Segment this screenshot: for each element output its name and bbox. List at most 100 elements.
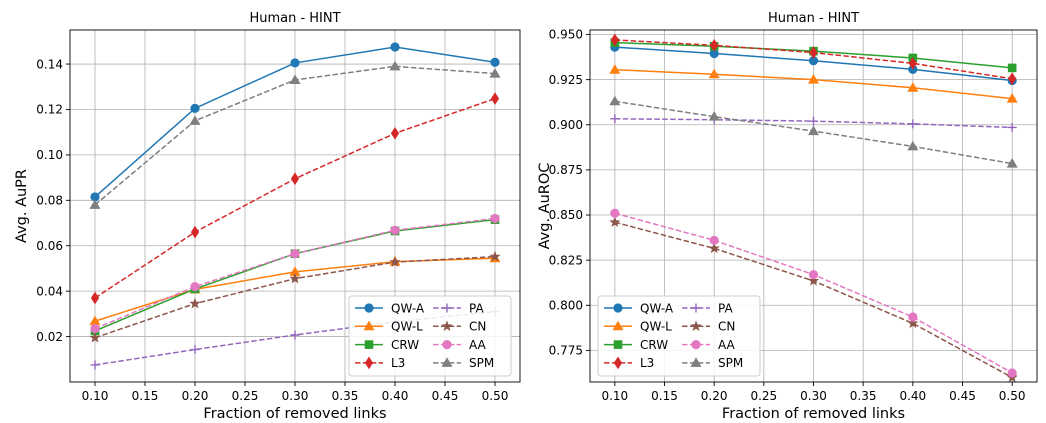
- legend-label-spm: SPM: [469, 356, 494, 370]
- x-tick-label: 0.25: [750, 389, 777, 403]
- y-tick-label: 0.800: [549, 298, 583, 312]
- legend-swatch-aa-marker: [691, 339, 701, 350]
- data-point-aa: [908, 312, 918, 322]
- legend-swatch-l3-marker: [613, 356, 623, 370]
- legend-swatch-crw-marker: [364, 340, 374, 349]
- x-tick-label: 0.30: [282, 389, 309, 403]
- data-point-qw-a: [190, 103, 200, 113]
- data-point-pa: [809, 116, 818, 126]
- x-tick-label: 0.30: [800, 389, 827, 403]
- data-point-cn: [289, 272, 301, 284]
- data-point-aa: [709, 235, 719, 245]
- data-point-spm: [1006, 157, 1018, 168]
- data-point-cn: [708, 242, 720, 254]
- data-point-cn: [89, 331, 101, 343]
- data-point-qw-a: [290, 58, 300, 68]
- series-aa: [90, 213, 500, 334]
- y-tick-label: 0.850: [549, 208, 583, 222]
- data-point-aa: [808, 269, 819, 280]
- legend-label-aa: AA: [718, 338, 736, 352]
- x-tick-label: 0.35: [332, 389, 359, 403]
- y-tick-label: 0.875: [549, 163, 583, 177]
- x-tick-label: 0.45: [949, 389, 976, 403]
- legend-swatch-qw-a-marker: [364, 303, 374, 313]
- legend-label-crw: CRW: [391, 338, 419, 352]
- x-tick-label: 0.10: [601, 389, 628, 403]
- data-point-pa: [190, 345, 200, 355]
- y-tick-label: 0.10: [36, 148, 63, 162]
- x-tick-label: 0.50: [999, 389, 1026, 403]
- legend-label-pa: PA: [469, 301, 484, 315]
- legend-label-qw-a: QW-A: [391, 301, 425, 315]
- data-point-aa: [90, 324, 100, 334]
- data-point-qw-l: [708, 68, 720, 79]
- data-point-aa: [190, 282, 200, 292]
- legend-swatch-crw-marker: [613, 340, 623, 349]
- legend-label-aa: AA: [469, 338, 487, 352]
- legend-label-l3: L3: [640, 356, 654, 370]
- y-tick-label: 0.950: [549, 28, 583, 42]
- data-point-spm: [289, 74, 301, 84]
- data-point-pa: [290, 330, 300, 340]
- x-tick-label: 0.40: [382, 389, 409, 403]
- x-tick-label: 0.45: [432, 389, 459, 403]
- data-point-l3: [290, 172, 300, 186]
- y-tick-label: 0.04: [36, 284, 63, 298]
- legend-box: [597, 295, 761, 377]
- x-axis-label: Fraction of removed links: [722, 406, 905, 422]
- legend-label-cn: CN: [469, 320, 486, 334]
- legend-swatch-pa-marker: [691, 303, 701, 313]
- series-spm: [609, 95, 1018, 168]
- series-aa: [610, 208, 1017, 378]
- data-point-aa: [610, 208, 620, 218]
- legend-label-l3: L3: [391, 356, 405, 370]
- legend-swatch-spm-marker: [690, 357, 702, 367]
- data-point-spm: [808, 125, 819, 136]
- data-point-cn: [609, 216, 621, 227]
- data-point-pa: [90, 360, 100, 370]
- y-tick-label: 0.925: [549, 73, 583, 87]
- y-tick-label: 0.06: [36, 239, 63, 253]
- x-tick-label: 0.50: [482, 389, 509, 403]
- data-point-qw-l: [907, 82, 919, 92]
- legend-swatch-aa-marker: [442, 339, 452, 350]
- data-point-spm: [389, 60, 401, 71]
- y-tick-label: 0.08: [36, 194, 63, 208]
- legend-label-qw-a: QW-A: [640, 301, 674, 315]
- data-point-l3: [390, 126, 400, 140]
- y-tick-label: 0.825: [549, 253, 583, 267]
- legend-label-qw-l: QW-L: [640, 320, 672, 334]
- gridlines: [70, 30, 520, 382]
- x-tick-label: 0.20: [182, 389, 209, 403]
- chart-title: Human - HINT: [768, 11, 859, 26]
- data-point-aa: [390, 225, 400, 235]
- x-tick-label: 0.15: [132, 389, 159, 403]
- legend-swatch-qw-l-marker: [363, 320, 375, 331]
- data-point-l3: [809, 46, 818, 59]
- data-point-spm: [89, 199, 101, 209]
- data-point-spm: [907, 140, 919, 151]
- data-point-pa: [908, 119, 918, 129]
- data-point-cn: [389, 256, 401, 267]
- x-tick-label: 0.40: [899, 389, 926, 403]
- series-spm: [89, 60, 501, 209]
- series-l3: [90, 92, 500, 305]
- data-point-cn: [907, 317, 919, 329]
- legend-swatch-pa-marker: [442, 303, 452, 313]
- legend-swatch-spm-marker: [441, 357, 453, 367]
- data-point-spm: [189, 115, 201, 125]
- data-point-aa: [490, 213, 500, 224]
- legend-label-crw: CRW: [640, 338, 668, 352]
- x-tick-label: 0.25: [232, 389, 259, 403]
- data-point-aa: [1007, 368, 1017, 378]
- data-point-cn: [189, 297, 201, 309]
- legend-label-spm: SPM: [718, 356, 743, 370]
- chart-panel-1: 0.10 0.15 0.20 0.25 0.30 0.35 0.40 0.45 0.50 0.02…: [14, 11, 521, 422]
- y-axis-label: Avg. AuROC: [537, 163, 553, 250]
- y-tick-label: 0.14: [36, 57, 63, 71]
- legend-swatch-qw-l-marker: [612, 320, 624, 331]
- series-qw-l: [609, 64, 1018, 103]
- x-tick-label: 0.35: [850, 389, 877, 403]
- data-point-qw-l: [808, 74, 819, 84]
- data-point-l3: [190, 225, 200, 239]
